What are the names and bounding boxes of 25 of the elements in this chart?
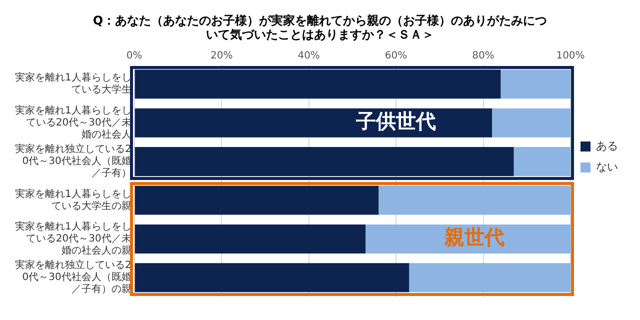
y-tick-label: 実家を離れ1人暮らしをしている大学生の親 <box>14 188 132 212</box>
y-tick-label: 実家を離れ1人暮らしをしている20代～30代／未婚の社会人 <box>14 104 132 140</box>
x-tick-label: 60% <box>384 50 408 62</box>
y-tick-label: 実家を離れ1人暮らしをしている大学生 <box>14 72 132 96</box>
bar <box>134 70 501 99</box>
y-tick-label: 実家を離れ1人暮らしをしている20代～30代／未婚の社会人の親 <box>14 220 132 257</box>
bar <box>492 108 570 138</box>
x-tick-label: 40% <box>298 50 320 62</box>
chart-title: Q：あなた（あなたのお子様）が実家を離れてから親の（お子様）のありがたみについて気づいたことはありますか？＜ＳＡ＞ <box>92 13 548 42</box>
bar <box>134 263 410 292</box>
bar <box>134 224 366 254</box>
bar <box>378 186 570 215</box>
bar <box>514 147 570 176</box>
legend-label: ある <box>596 139 618 152</box>
x-tick-label: 20% <box>210 50 233 62</box>
x-tick-label: 80% <box>472 50 494 62</box>
x-tick-label: 100% <box>556 50 585 62</box>
bar <box>134 147 514 176</box>
annotation: 子供世代 <box>355 109 436 134</box>
legend-label: ない <box>596 160 618 174</box>
annotation: 親世代 <box>444 225 505 250</box>
bar <box>134 186 379 215</box>
bar <box>409 263 570 292</box>
bar <box>500 70 570 99</box>
x-tick-label: 0% <box>126 50 142 62</box>
